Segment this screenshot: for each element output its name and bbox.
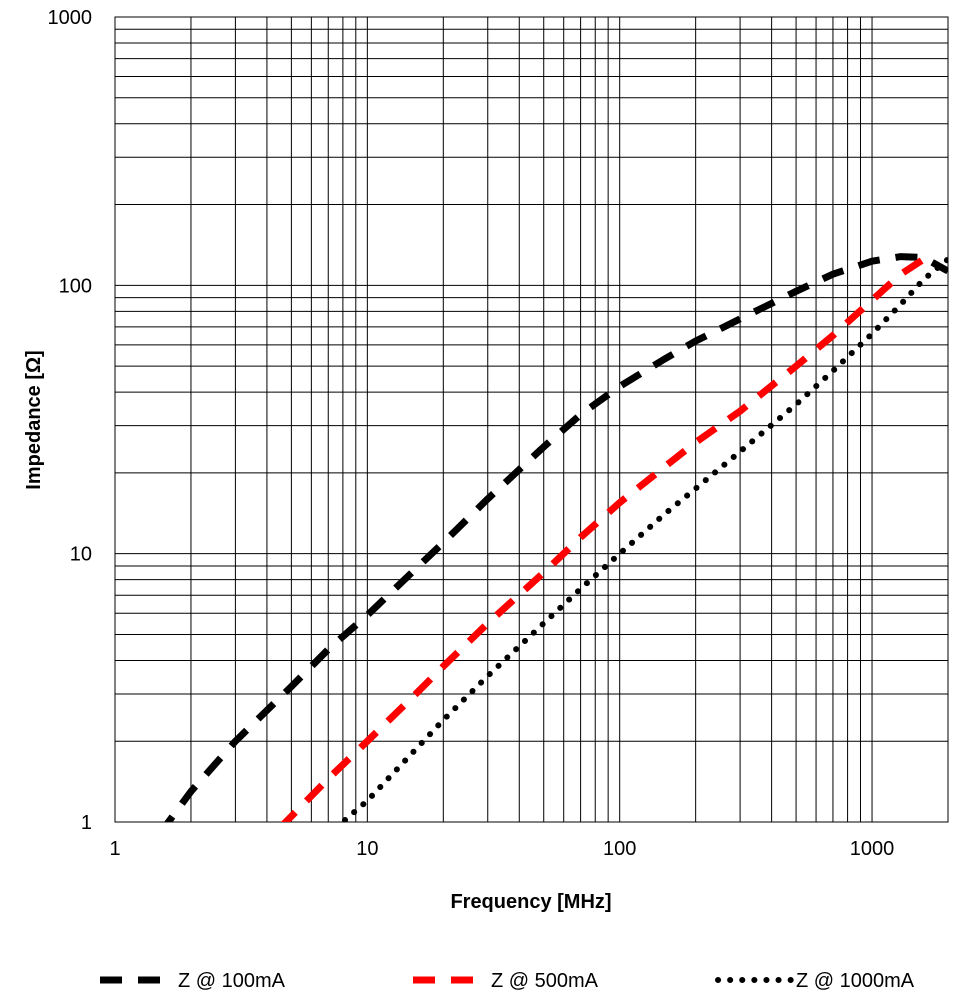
series-line-2 <box>280 253 938 822</box>
x-axis-title: Frequency [MHz] <box>450 891 611 913</box>
legend-label-3: Z @ 1000mA <box>796 970 915 992</box>
grid-lines <box>115 17 949 822</box>
x-tick-labels: 1 10 100 1000 <box>109 838 894 860</box>
y-axis-title: Impedance [Ω] <box>23 350 45 489</box>
y-tick-label: 1000 <box>48 7 93 29</box>
x-tick-label: 1 <box>109 838 120 860</box>
y-tick-labels: 1 10 100 1000 <box>48 7 93 834</box>
y-tick-label: 100 <box>59 275 92 297</box>
legend: Z @ 100mA Z @ 500mA Z @ 1000mA <box>100 970 915 992</box>
x-tick-label: 1000 <box>850 838 895 860</box>
x-tick-label: 10 <box>356 838 378 860</box>
legend-label-2: Z @ 500mA <box>491 970 599 992</box>
plot-area <box>114 16 949 823</box>
y-tick-label: 1 <box>81 812 92 834</box>
series-line-1 <box>164 253 948 822</box>
legend-label-1: Z @ 100mA <box>178 970 286 992</box>
y-tick-label: 10 <box>70 544 92 566</box>
series-layer <box>164 253 948 822</box>
x-tick-label: 100 <box>603 838 636 860</box>
